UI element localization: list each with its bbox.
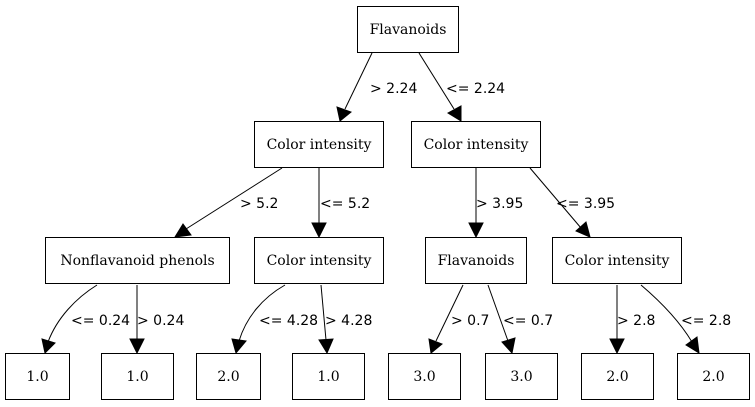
edge-label: <= 2.8 [681,313,731,329]
tree-leaf: 1.0 [101,353,174,400]
edge-label: > 0.7 [451,313,489,329]
node-label: Flavanoids [438,253,515,269]
leaf-label: 2.0 [606,369,628,385]
tree-leaf: 3.0 [388,353,461,400]
edge-label: > 3.95 [476,196,523,212]
edge-n6-n14: <= 2.8 [640,284,731,354]
leaf-label: 1.0 [126,369,148,385]
node-label: Color intensity [565,253,670,269]
tree-leaf: 1.0 [292,353,365,400]
tree-leaf: 2.0 [677,353,750,400]
node-label: Color intensity [267,137,372,153]
edge-label: > 4.28 [325,313,372,329]
edge-n2-n6: <= 3.95 [529,167,615,238]
edge-label: > 0.24 [137,313,184,329]
leaf-label: 3.0 [413,369,435,385]
tree-edges: > 2.24 <= 2.24 > 5.2 <= 5.2 > 3.95 <= 3.… [41,52,731,355]
edge-label: <= 5.2 [320,196,370,212]
tree-node: Color intensity [254,237,384,284]
edge-n0-n2: <= 2.24 [418,52,505,122]
leaf-label: 2.0 [217,369,239,385]
edge-label: <= 2.24 [446,81,505,97]
tree-node: Nonflavanoid phenols [45,237,230,284]
tree-node: Color intensity [254,121,384,168]
edge-label: <= 0.24 [71,313,130,329]
tree-node: Flavanoids [425,237,527,284]
tree-node: Color intensity [411,121,541,168]
node-label: Color intensity [267,253,372,269]
leaf-label: 2.0 [702,369,724,385]
edge-n1-n3: > 5.2 [174,167,283,238]
edge-n6-n13: > 2.8 [609,285,655,355]
edge-n3-n8: > 0.24 [129,285,184,355]
tree-leaf: 3.0 [485,353,558,400]
edge-n5-n12: <= 0.7 [487,284,553,355]
node-label: Nonflavanoid phenols [60,253,214,269]
tree-node: Color intensity [552,237,682,284]
edge-label: > 5.2 [240,196,278,212]
node-label: Color intensity [424,137,529,153]
edge-label: <= 4.28 [259,313,318,329]
edge-n2-n5: > 3.95 [468,168,523,239]
tree-leaf: 1.0 [5,353,70,400]
edge-label: <= 0.7 [503,313,553,329]
edge-label: > 2.24 [370,81,417,97]
edge-n1-n4: <= 5.2 [311,168,370,239]
edge-label: > 2.8 [617,313,655,329]
edge-n0-n1: > 2.24 [336,52,417,122]
tree-leaf: 2.0 [581,353,654,400]
edge-n5-n11: > 0.7 [428,284,489,354]
leaf-label: 1.0 [26,369,48,385]
tree-node-root: Flavanoids [357,6,459,53]
edge-n4-n10: > 4.28 [318,284,372,355]
node-label: Flavanoids [370,22,447,38]
edge-n4-n9: <= 4.28 [231,284,318,355]
tree-leaf: 2.0 [196,353,261,400]
tree-nodes: Flavanoids Color intensity Color intensi… [5,6,750,400]
edge-label: <= 3.95 [556,196,615,212]
leaf-label: 3.0 [510,369,532,385]
edge-n3-n7: <= 0.24 [41,284,130,355]
leaf-label: 1.0 [317,369,339,385]
